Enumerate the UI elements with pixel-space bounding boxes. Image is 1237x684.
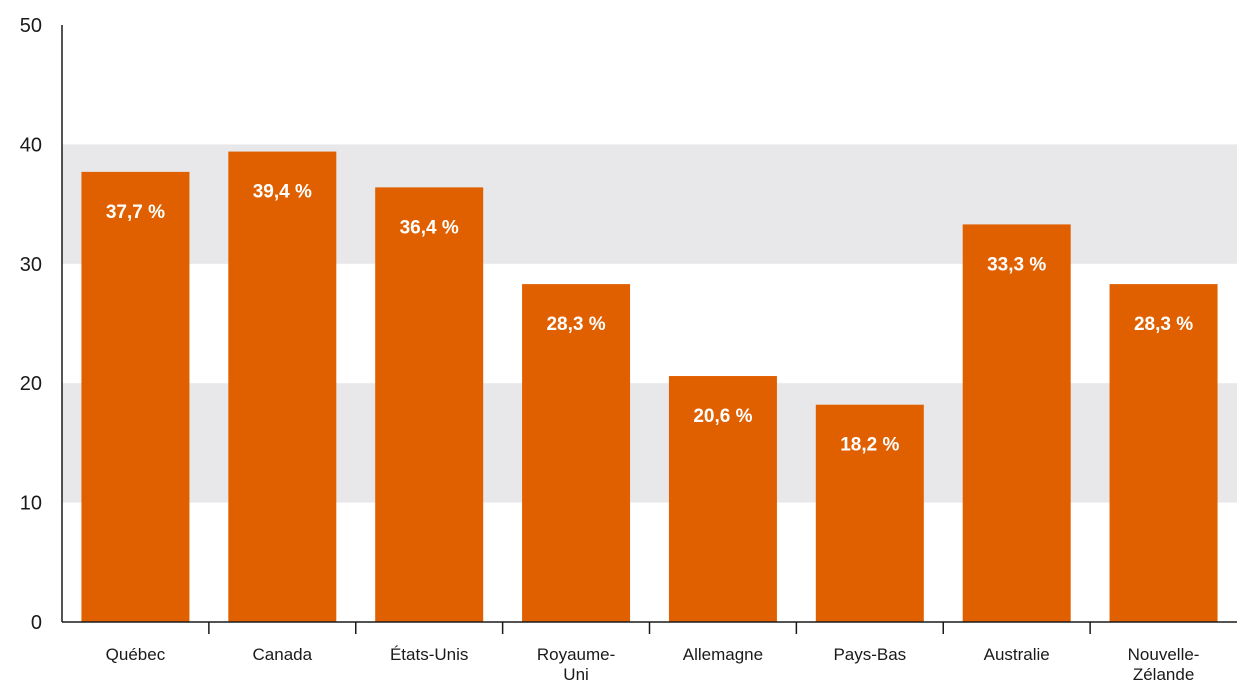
y-tick-label: 50 bbox=[20, 15, 42, 37]
bar bbox=[228, 151, 337, 622]
data-labels: 37,7 % 39,4 % 36,4 % 28,3 % 20,6 % 18,2 % 33,3… bbox=[106, 182, 1193, 456]
x-tick-label: Zélande bbox=[1133, 665, 1194, 684]
data-label: 20,6 % bbox=[693, 406, 752, 427]
y-tick-label: 20 bbox=[20, 373, 42, 395]
data-label: 37,7 % bbox=[106, 202, 165, 223]
data-label: 28,3 % bbox=[1134, 314, 1193, 335]
x-tick-label: Pays-Bas bbox=[833, 645, 906, 664]
bar bbox=[81, 171, 190, 622]
bar bbox=[668, 376, 777, 622]
x-tick-label: Canada bbox=[253, 645, 313, 664]
x-tick-label: Nouvelle- bbox=[1128, 645, 1200, 664]
x-tick-label: Québec bbox=[106, 645, 166, 664]
x-tick-label: Allemagne bbox=[683, 645, 763, 664]
y-tick-label: 30 bbox=[20, 254, 42, 276]
bar bbox=[1109, 284, 1218, 622]
y-tick-label: 40 bbox=[20, 134, 42, 156]
x-tick-label: États-Unis bbox=[390, 645, 468, 664]
x-tick-label: Australie bbox=[984, 645, 1050, 664]
x-tick-label: Uni bbox=[563, 665, 589, 684]
axes bbox=[61, 25, 1237, 634]
x-tick-label: Royaume- bbox=[537, 645, 615, 664]
bar bbox=[522, 284, 631, 622]
data-label: 36,4 % bbox=[400, 217, 459, 238]
data-label: 39,4 % bbox=[253, 182, 312, 203]
data-label: 18,2 % bbox=[840, 435, 899, 456]
x-category-labels: Québec Canada États-Unis Royaume-Uni Allemag… bbox=[106, 645, 1200, 684]
bar bbox=[815, 404, 924, 622]
y-tick-label: 10 bbox=[20, 493, 42, 515]
y-tick-label: 0 bbox=[31, 612, 42, 634]
data-label: 28,3 % bbox=[546, 314, 605, 335]
bar bbox=[375, 187, 484, 622]
data-label: 33,3 % bbox=[987, 254, 1046, 275]
bar bbox=[962, 224, 1071, 622]
y-tick-labels: 0 10 20 30 40 50 bbox=[20, 15, 42, 634]
bars bbox=[81, 151, 1218, 622]
